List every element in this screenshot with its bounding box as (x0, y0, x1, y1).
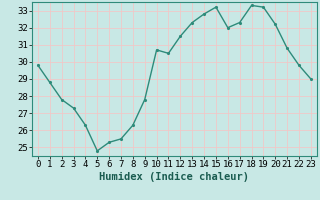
X-axis label: Humidex (Indice chaleur): Humidex (Indice chaleur) (100, 172, 249, 182)
